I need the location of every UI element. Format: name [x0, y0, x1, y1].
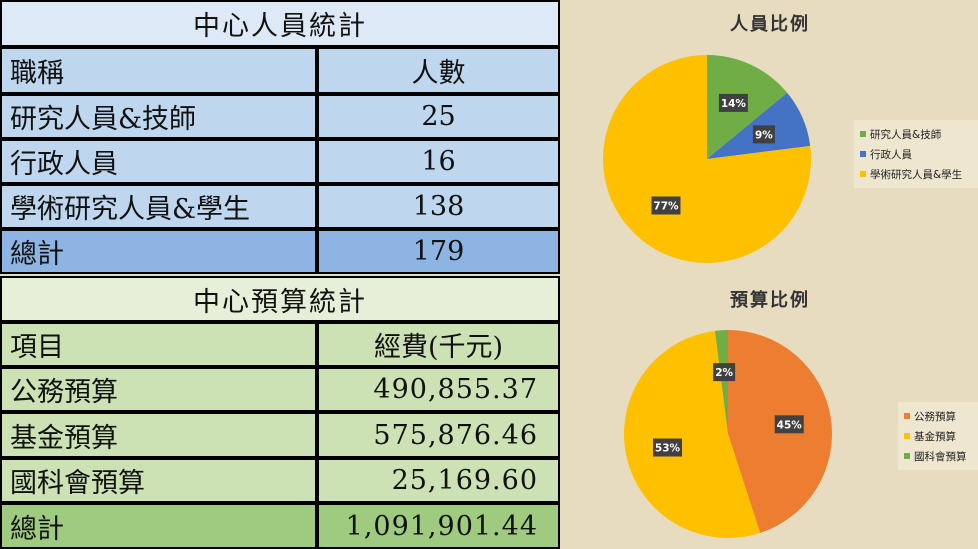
- legend-label: 基金預算: [914, 430, 956, 443]
- budget-row-label: 基金預算: [0, 412, 317, 458]
- budget-header-amount: 經費(千元): [317, 322, 560, 367]
- pie-data-label: 14%: [718, 93, 748, 112]
- pie-data-label-text: 9%: [755, 129, 773, 141]
- staff-row-label: 學術研究人員&學生: [0, 184, 317, 229]
- legend-item: 國科會預算: [904, 446, 978, 466]
- budget-row-value: 575,876.46: [317, 412, 560, 458]
- pie-data-label-text: 77%: [653, 201, 679, 213]
- pie-data-label: 53%: [652, 438, 682, 457]
- legend-item: 研究人員&技師: [860, 124, 978, 144]
- budget-pie: 45% 53% 2%: [624, 330, 832, 538]
- legend-item: 公務預算: [904, 406, 978, 426]
- pie-data-label: 2%: [713, 363, 736, 382]
- budget-row-label: 國科會預算: [0, 458, 317, 503]
- pie-data-label-box: [774, 415, 804, 434]
- pie-data-label-box: [713, 363, 736, 382]
- legend-swatch: [904, 413, 910, 419]
- pie-data-label-text: 45%: [777, 419, 803, 431]
- pie-slice: [624, 330, 761, 538]
- staff-pie: 14% 9% 77%: [603, 55, 811, 263]
- legend-label: 行政人員: [870, 148, 912, 161]
- pie-data-label: 77%: [651, 196, 681, 215]
- staff-row-value: 25: [317, 94, 560, 139]
- staff-total-label: 總計: [0, 229, 317, 274]
- budget-row-value: 490,855.37: [317, 367, 560, 412]
- pie-data-label-box: [652, 438, 682, 457]
- staff-row-value: 138: [317, 184, 560, 229]
- staff-total-value: 179: [317, 229, 560, 274]
- legend-item: 基金預算: [904, 426, 978, 446]
- budget-ratio-chart: 預算比例 45% 53% 2% 公務預算 基金預算 國科會預算: [562, 276, 978, 549]
- staff-statistics-table: 中心人員統計 職稱 人數 研究人員&技師 25 行政人員 16 學術研究人員&學…: [0, 0, 560, 274]
- legend-item: 行政人員: [860, 144, 978, 164]
- staff-row-label: 研究人員&技師: [0, 94, 317, 139]
- budget-statistics-table: 中心預算統計 項目 經費(千元) 公務預算 490,855.37 基金預算 57…: [0, 276, 560, 549]
- legend-swatch: [860, 151, 866, 157]
- staff-row-label: 行政人員: [0, 139, 317, 184]
- staff-pie-legend: 研究人員&技師 行政人員 學術研究人員&學生: [854, 120, 978, 188]
- pie-data-label-text: 14%: [721, 98, 747, 110]
- legend-swatch: [904, 433, 910, 439]
- budget-total-label: 總計: [0, 503, 317, 549]
- pie-data-label: 45%: [774, 415, 804, 434]
- staff-header-count: 人數: [317, 47, 560, 94]
- budget-pie-legend: 公務預算 基金預算 國科會預算: [898, 402, 978, 470]
- staff-table-title: 中心人員統計: [0, 0, 560, 47]
- legend-item: 學術研究人員&學生: [860, 164, 978, 184]
- staff-ratio-chart: 人員比例 14% 9% 77% 研究人員&技師 行政人員 學術研究人員&學生: [562, 0, 978, 274]
- budget-total-value: 1,091,901.44: [317, 503, 560, 549]
- budget-header-item: 項目: [0, 322, 317, 367]
- legend-label: 學術研究人員&學生: [870, 168, 963, 181]
- budget-table-title: 中心預算統計: [0, 276, 560, 322]
- legend-label: 公務預算: [914, 410, 956, 423]
- pie-data-label-box: [752, 125, 775, 144]
- chart-title: 人員比例: [730, 14, 810, 35]
- staff-header-title: 職稱: [0, 47, 317, 94]
- pie-data-label-text: 2%: [715, 367, 733, 379]
- pie-slice: [714, 330, 728, 434]
- legend-swatch: [860, 131, 866, 137]
- pie-data-label-text: 53%: [655, 443, 681, 455]
- pie-data-label-box: [718, 93, 748, 112]
- legend-label: 國科會預算: [914, 450, 967, 463]
- pie-data-label: 9%: [752, 125, 775, 144]
- staff-row-value: 16: [317, 139, 560, 184]
- legend-label: 研究人員&技師: [870, 128, 942, 141]
- legend-swatch: [904, 453, 910, 459]
- chart-title: 預算比例: [730, 290, 810, 311]
- legend-swatch: [860, 171, 866, 177]
- budget-row-value: 25,169.60: [317, 458, 560, 503]
- budget-row-label: 公務預算: [0, 367, 317, 412]
- pie-data-label-box: [651, 196, 681, 215]
